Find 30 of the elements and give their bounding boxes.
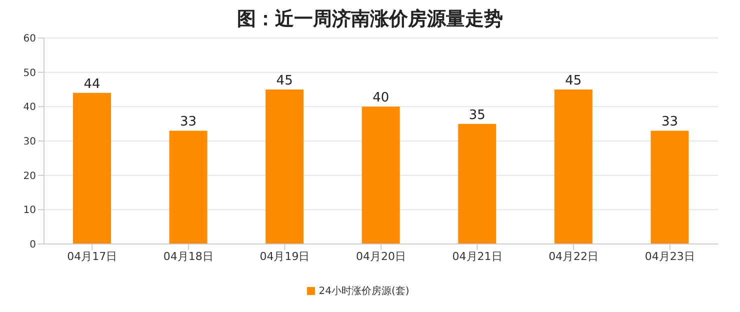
x-tick-label: 04月17日 [67,250,118,263]
y-tick-label: 0 [30,240,36,251]
data-label: 44 [84,76,100,92]
x-tick-label: 04月21日 [452,250,502,263]
bar [169,130,208,244]
y-tick-label: 10 [23,205,36,216]
bar [362,106,400,244]
bar [73,92,111,244]
x-tick-label: 04月22日 [548,250,599,263]
y-tick-label: 40 [23,102,36,114]
x-tick-label: 04月19日 [260,250,310,263]
data-label: 33 [180,114,197,130]
bar [650,130,689,244]
legend-label: 24小时涨价房源(套) [318,286,410,297]
data-label: 35 [468,108,486,123]
chart-title: 图：近一周济南涨价房源量走势 [236,8,504,30]
data-label: 45 [276,74,293,88]
bar [458,124,496,244]
data-label: 33 [661,114,678,130]
data-label: 40 [372,90,390,106]
x-tick-label: 04月20日 [356,250,406,263]
y-tick-label: 60 [23,34,36,45]
y-tick-label: 50 [23,68,36,79]
x-tick-label: 04月18日 [163,250,214,263]
bar [554,90,592,244]
x-tick-label: 04月23日 [644,250,695,263]
data-label: 45 [565,74,582,88]
bar [266,90,304,244]
y-tick-label: 30 [23,136,36,148]
y-tick-label: 20 [23,170,36,182]
